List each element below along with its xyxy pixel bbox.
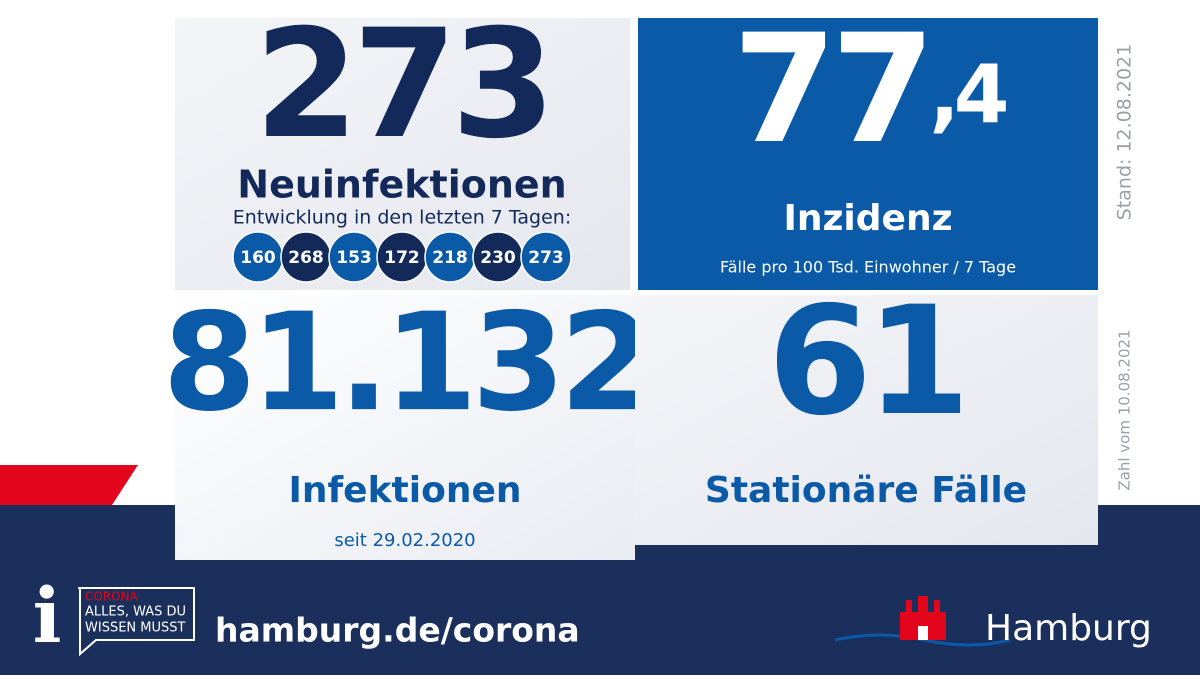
- badge-line1: ALLES, WAS DU: [85, 605, 186, 620]
- history-value: 218: [432, 248, 468, 268]
- tile-incidence: [638, 18, 1098, 290]
- red-accent: [0, 465, 138, 505]
- new-infections-label: Neuinfektionen: [237, 163, 566, 207]
- history-dot: [520, 231, 572, 283]
- new-infections-value: 273: [254, 0, 549, 172]
- tile-infections: [175, 295, 635, 560]
- history-value: 172: [384, 248, 420, 268]
- new-infections-subtitle: Entwicklung in den letzten 7 Tagen:: [233, 207, 571, 229]
- history-value: 273: [528, 248, 564, 268]
- history-value: 160: [240, 248, 276, 268]
- history: 160 268 153 172 218 230 273: [232, 231, 572, 283]
- incidence-whole: 77: [733, 3, 930, 177]
- history-value: 153: [336, 248, 372, 268]
- hamburg-logo: [834, 596, 1011, 647]
- incidence-subtitle: Fälle pro 100 Tsd. Einwohner / 7 Tage: [720, 258, 1016, 277]
- info-icon: i: [33, 571, 62, 660]
- incidence-label: Inzidenz: [783, 198, 952, 239]
- tile-hospital: [635, 295, 1098, 545]
- hospital-label: Stationäre Fälle: [705, 470, 1027, 511]
- infections-value: 81.132: [163, 284, 648, 441]
- infections-label: Infektionen: [289, 470, 522, 511]
- history-value: 268: [288, 248, 324, 268]
- zahl-note: Zahl vom 10.08.2021: [1116, 329, 1134, 490]
- badge-line2: WISSEN MUSST: [85, 621, 185, 636]
- incidence-value: 77,4: [733, 3, 1006, 177]
- brand: Hamburg: [985, 608, 1152, 649]
- history-value: 230: [480, 248, 516, 268]
- badge-frame: [78, 587, 195, 657]
- badge-top: CORONA: [85, 590, 139, 604]
- stand-note: Stand: 12.08.2021: [1114, 44, 1136, 220]
- hospital-value: 61: [768, 275, 965, 449]
- incidence-fraction: ,4: [929, 48, 1005, 141]
- infections-subtitle: seit 29.02.2020: [334, 530, 475, 551]
- footer-url[interactable]: hamburg.de/corona: [215, 611, 580, 650]
